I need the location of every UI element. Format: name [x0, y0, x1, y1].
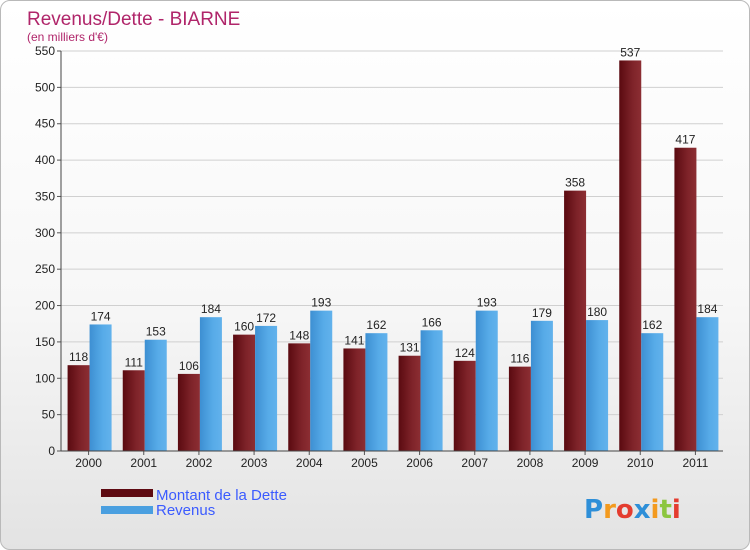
chart-subtitle: (en milliers d'€): [27, 30, 108, 44]
bar-dette: [619, 60, 642, 452]
bar-revenus: [420, 330, 443, 451]
x-tick-label: 2010: [627, 456, 654, 470]
bar-revenus: [310, 310, 333, 451]
data-label: 417: [675, 133, 695, 147]
data-label: 141: [344, 333, 364, 347]
data-label: 118: [69, 350, 88, 364]
x-tick-label: 2002: [186, 456, 213, 470]
x-axis-ticks: 2000 2001 2002 2003 2004 2005 2006 2007 2008 2009…: [75, 451, 709, 470]
legend: Montant de la Dette Revenus: [101, 487, 287, 519]
legend-label-revenus: Revenus: [156, 502, 215, 519]
bar-dette: [398, 355, 421, 451]
bar-dette: [177, 373, 200, 451]
bar-dette: [564, 190, 587, 452]
bar-dette: [508, 366, 531, 451]
bar-revenus: [530, 320, 553, 451]
x-tick-label: 2001: [130, 456, 157, 470]
y-tick-label: 200: [35, 299, 55, 313]
y-tick-label: 300: [35, 226, 55, 240]
data-label: 131: [400, 341, 420, 355]
x-tick-label: 2009: [572, 456, 599, 470]
data-label: 124: [455, 346, 475, 360]
x-tick-label: 2008: [517, 456, 544, 470]
axes: [60, 51, 723, 452]
bar-revenus: [255, 325, 278, 451]
data-label: 184: [201, 302, 221, 316]
proxiti-logo: Proxiti: [584, 495, 681, 525]
bar-dette: [343, 348, 366, 451]
y-tick-label: 0: [48, 444, 55, 458]
x-tick-label: 2011: [683, 456, 709, 470]
bars: [67, 60, 719, 452]
x-tick-label: 2007: [461, 456, 488, 470]
x-tick-label: 2003: [241, 456, 268, 470]
logo-text: Proxiti: [584, 495, 681, 525]
data-label: 358: [565, 176, 585, 190]
data-label: 193: [311, 296, 331, 310]
y-tick-label: 250: [35, 262, 55, 276]
data-label: 193: [477, 296, 497, 310]
data-label: 162: [642, 318, 662, 332]
bar-dette: [122, 370, 145, 451]
bar-revenus: [365, 333, 388, 451]
x-tick-label: 2005: [351, 456, 378, 470]
data-label: 153: [146, 325, 166, 339]
bar-dette: [453, 360, 476, 451]
data-label: 174: [91, 309, 111, 323]
bar-revenus: [144, 339, 167, 451]
y-tick-label: 450: [35, 117, 55, 131]
legend-swatch-revenus: [101, 506, 153, 514]
y-tick-label: 50: [42, 408, 56, 422]
bar-dette: [233, 334, 256, 451]
data-label: 162: [366, 318, 386, 332]
data-label: 537: [620, 45, 640, 59]
data-labels: 1181741111531061841601721481931411621311…: [69, 45, 718, 372]
x-tick-label: 2004: [296, 456, 323, 470]
data-label: 106: [179, 359, 199, 373]
chart-title: Revenus/Dette - BIARNE: [27, 9, 240, 30]
data-label: 172: [256, 311, 276, 325]
x-tick-label: 2000: [75, 456, 102, 470]
y-tick-label: 550: [35, 44, 55, 58]
data-label: 148: [289, 328, 309, 342]
bar-dette: [67, 365, 90, 451]
grid: [61, 50, 723, 452]
bar-revenus: [475, 310, 498, 451]
y-tick-label: 500: [35, 80, 55, 94]
bar-revenus: [89, 324, 112, 451]
legend-swatch-debt: [101, 489, 153, 497]
data-label: 160: [234, 320, 254, 334]
y-tick-label: 350: [35, 189, 55, 203]
bar-dette: [288, 343, 311, 451]
y-tick-label: 150: [35, 335, 55, 349]
bar-revenus: [586, 320, 609, 451]
data-label: 184: [697, 302, 717, 316]
data-label: 179: [532, 306, 552, 320]
y-axis-ticks: 0 50 100 150 200 250 300 350 400 450 500 550: [35, 44, 61, 458]
x-tick-label: 2006: [406, 456, 433, 470]
data-label: 111: [125, 355, 144, 369]
data-label: 166: [422, 315, 442, 329]
bar-dette: [674, 147, 697, 451]
bar-revenus: [696, 317, 719, 451]
data-label: 116: [510, 352, 529, 366]
bar-revenus: [641, 333, 664, 451]
bar-revenus: [199, 317, 222, 451]
y-tick-label: 400: [35, 153, 55, 167]
y-tick-label: 100: [35, 371, 55, 385]
data-label: 180: [587, 305, 607, 319]
legend-label-debt: Montant de la Dette: [156, 487, 287, 504]
